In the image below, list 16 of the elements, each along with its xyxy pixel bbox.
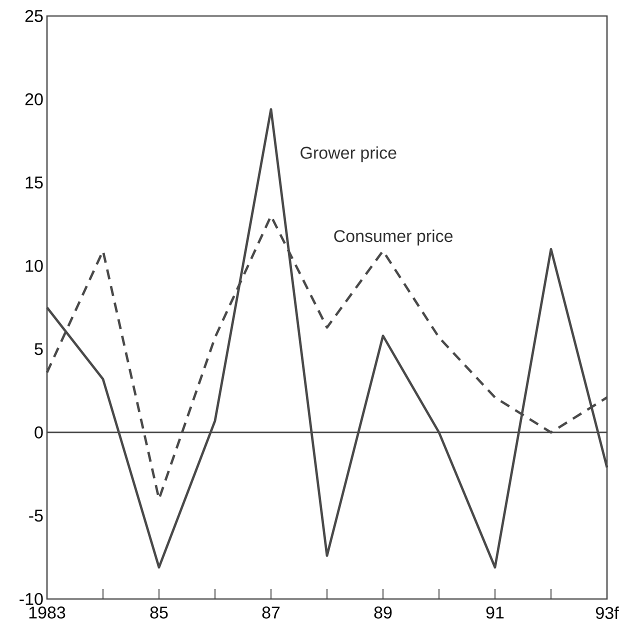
x-tick-label: 93f	[596, 606, 619, 620]
x-tick-label: 87	[262, 606, 280, 619]
y-tick-label: 25	[25, 10, 43, 22]
y-tick-label: 0	[34, 426, 43, 438]
y-tick-label: 20	[25, 93, 43, 106]
x-tick-label: 89	[374, 606, 392, 619]
series-label: Grower price	[300, 146, 396, 162]
x-tick-label: 1983	[29, 606, 66, 619]
x-tick-label: 91	[486, 606, 504, 619]
y-tick-label: -5	[29, 510, 43, 522]
x-tick-label: 85	[150, 606, 168, 619]
y-tick-label: 5	[34, 343, 43, 356]
y-tick-label: 15	[26, 176, 43, 189]
y-tick-label: 10	[26, 260, 43, 272]
y-tick-label: -10	[20, 592, 43, 606]
series-label: Consumer price	[334, 230, 453, 246]
